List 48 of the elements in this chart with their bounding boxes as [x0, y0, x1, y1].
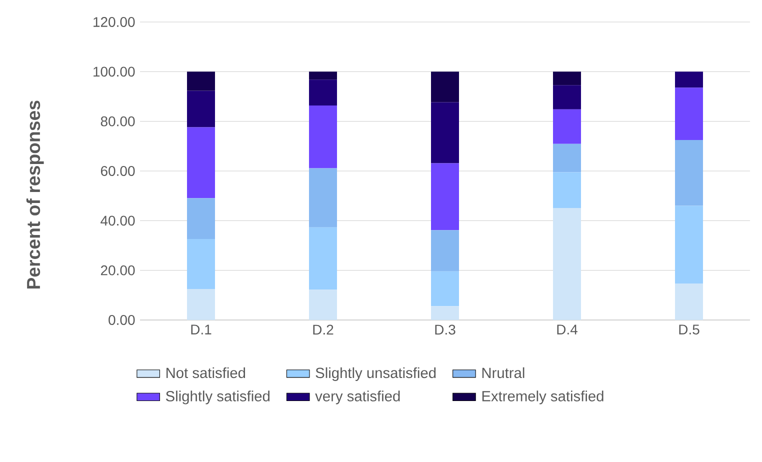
bar: [187, 288, 216, 320]
legend-label: Slightly satisfied: [166, 390, 270, 404]
x-tick-label: D.3: [435, 324, 456, 335]
bar: [675, 206, 703, 284]
legend-label: very satisfied: [315, 390, 400, 404]
bar: [553, 172, 582, 208]
bar: [675, 140, 703, 206]
bar: [431, 102, 460, 164]
bar: [187, 72, 216, 91]
y-tick-label: 0.00: [108, 315, 135, 325]
bar: [553, 144, 582, 172]
bar: [675, 284, 703, 320]
bar: [309, 289, 338, 320]
y-tick-label: 120.00: [94, 17, 135, 27]
bar: [309, 72, 338, 80]
y-tick-label: 80.00: [100, 116, 135, 126]
bar: [675, 88, 703, 140]
legend-label: Extremely satisfied: [482, 390, 604, 404]
legend-label: Not satisfied: [166, 367, 246, 378]
bar: [431, 72, 460, 102]
bar: [431, 306, 460, 320]
bar: [309, 105, 338, 168]
y-axis-title: Percent of responses: [26, 100, 44, 289]
bar: [309, 168, 338, 228]
bar: [553, 109, 582, 144]
x-tick-label: D.2: [313, 324, 334, 334]
legend-label: Nrutral: [482, 367, 524, 378]
bar: [187, 127, 216, 198]
y-tick-label: 60.00: [100, 166, 135, 176]
y-tick-label: 40.00: [100, 216, 135, 226]
x-tick-label: D.5: [679, 324, 700, 334]
bar: [675, 72, 703, 88]
bar: [309, 227, 338, 290]
bar: [431, 271, 460, 306]
bar: [187, 198, 216, 240]
bar: [187, 239, 216, 289]
bar: [431, 230, 460, 272]
x-tick-label: D.4: [557, 324, 578, 334]
bar: [309, 80, 338, 106]
x-tick-label: D.1: [191, 324, 212, 334]
bar: [187, 90, 216, 128]
y-tick-label: 100.00: [94, 66, 135, 77]
bar: [553, 85, 582, 110]
bar: [553, 72, 582, 86]
y-tick-label: 20.00: [100, 265, 135, 276]
bar: [553, 208, 582, 320]
bar: [431, 163, 460, 230]
legend-label: Slightly unsatisfied: [316, 367, 436, 381]
